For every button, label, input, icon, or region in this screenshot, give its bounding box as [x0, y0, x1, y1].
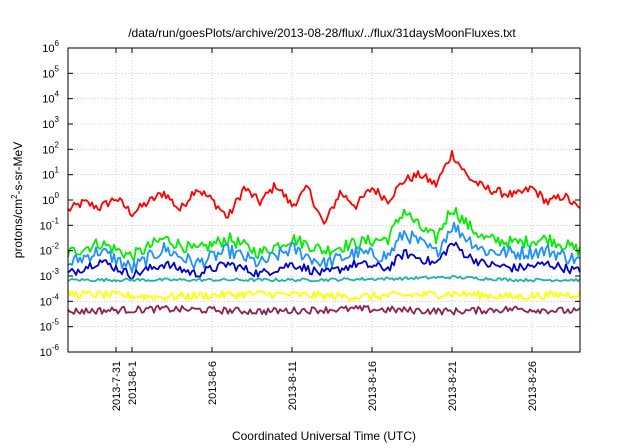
y-tick-exponent: 5 — [55, 64, 60, 73]
x-tick-label: 2013-8-26 — [527, 361, 539, 411]
y-tick-label: 10-1 — [40, 216, 60, 232]
y-tick-label: 101 — [42, 166, 59, 182]
series-line-7 — [67, 304, 581, 316]
y-tick-exponent: 2 — [55, 140, 60, 149]
y-tick-base: 10 — [40, 296, 52, 308]
y-axis-label: protons/cm2-s-sr-MeV — [10, 142, 25, 258]
y-tick-exponent: -6 — [52, 343, 60, 352]
series-line-1 — [67, 149, 581, 225]
y-tick-base: 10 — [40, 322, 52, 334]
y-tick-base: 10 — [40, 271, 52, 283]
y-tick-label: 103 — [42, 115, 59, 131]
y-tick-base: 10 — [42, 43, 54, 55]
x-tick-label: 2013-8-1 — [127, 361, 139, 405]
y-tick-exponent: -1 — [52, 216, 60, 225]
x-tick-label: 2013-8-21 — [447, 361, 459, 411]
y-tick-label: 10-2 — [40, 242, 60, 258]
y-axis-label-pre: protons/cm — [11, 199, 25, 258]
series-line-4 — [67, 241, 581, 281]
x-axis-ticks: 2013-7-31 2013-8-1 2013-8-6 2013-8-11 2013-8… — [111, 48, 539, 411]
grid-lines — [68, 48, 580, 352]
x-axis-label: Coordinated Universal Time (UTC) — [232, 429, 416, 443]
series-lines — [67, 149, 581, 316]
x-tick-label: 2013-8-6 — [207, 361, 219, 405]
y-axis-label-post: -s-sr-MeV — [11, 142, 25, 195]
y-tick-exponent: 3 — [55, 115, 60, 124]
y-axis-ticks: 10-610-510-410-310-210-11001011021031041… — [40, 39, 580, 359]
series-line-5 — [67, 275, 581, 283]
y-tick-base: 10 — [42, 144, 54, 156]
series-line-6 — [67, 289, 581, 302]
y-tick-base: 10 — [40, 246, 52, 258]
y-tick-exponent: 0 — [55, 191, 60, 200]
y-tick-base: 10 — [42, 68, 54, 80]
y-tick-base: 10 — [40, 220, 52, 232]
y-tick-label: 106 — [42, 39, 59, 55]
y-tick-label: 102 — [42, 140, 59, 156]
y-tick-label: 10-4 — [40, 292, 60, 308]
y-tick-exponent: -3 — [52, 267, 60, 276]
x-tick-label: 2013-8-11 — [287, 361, 299, 410]
y-tick-base: 10 — [40, 347, 52, 359]
y-tick-label: 100 — [42, 191, 59, 207]
y-tick-base: 10 — [42, 119, 54, 131]
x-tick-label: 2013-8-16 — [367, 361, 379, 411]
y-tick-label: 104 — [42, 90, 59, 106]
series-line-2 — [67, 207, 581, 262]
y-tick-exponent: 4 — [55, 90, 60, 99]
y-tick-exponent: -4 — [52, 292, 60, 301]
series-line-3 — [67, 221, 581, 274]
x-tick-label: 2013-7-31 — [111, 361, 123, 411]
y-tick-exponent: 6 — [55, 39, 60, 48]
chart-title: /data/run/goesPlots/archive/2013-08-28/f… — [128, 26, 516, 40]
y-tick-label: 105 — [42, 64, 59, 80]
y-tick-exponent: 1 — [55, 166, 60, 175]
y-tick-exponent: -5 — [52, 318, 60, 327]
y-tick-label: 10-3 — [40, 267, 60, 283]
y-tick-base: 10 — [42, 195, 54, 207]
y-axis-label-sup: 2 — [10, 194, 19, 199]
y-tick-base: 10 — [42, 170, 54, 182]
y-tick-base: 10 — [42, 94, 54, 106]
y-tick-exponent: -2 — [52, 242, 60, 251]
y-tick-label: 10-6 — [40, 343, 60, 359]
y-tick-label: 10-5 — [40, 318, 60, 334]
